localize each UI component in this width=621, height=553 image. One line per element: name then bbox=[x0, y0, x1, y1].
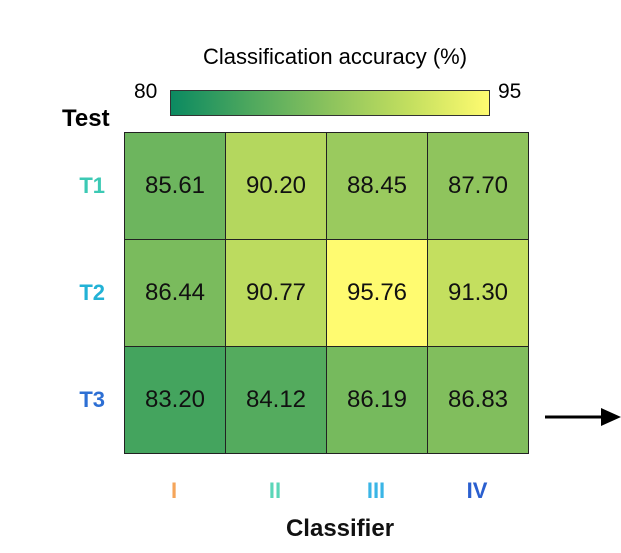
row-label: T3 bbox=[79, 386, 105, 412]
column-label: III bbox=[366, 478, 386, 503]
heatmap-cell: 90.20 bbox=[225, 132, 327, 240]
heatmap-cell: 85.61 bbox=[124, 132, 226, 240]
heatmap-cell: 86.44 bbox=[124, 239, 226, 347]
column-label: I bbox=[170, 478, 178, 503]
row-label: T1 bbox=[79, 172, 105, 198]
colorbar bbox=[170, 90, 490, 116]
colorbar-min-label: 80 bbox=[134, 80, 158, 103]
colorbar-title: Classification accuracy (%) bbox=[202, 44, 468, 69]
heatmap-cell: 83.20 bbox=[124, 346, 226, 454]
column-label: IV bbox=[466, 478, 488, 503]
y-axis-title: Test bbox=[62, 105, 110, 132]
heatmap-cell: 91.30 bbox=[427, 239, 529, 347]
heatmap-cell: 88.45 bbox=[326, 132, 428, 240]
heatmap-cell: 87.70 bbox=[427, 132, 529, 240]
heatmap-cell: 84.12 bbox=[225, 346, 327, 454]
colorbar-max-label: 95 bbox=[498, 80, 522, 103]
right-arrow-icon bbox=[545, 408, 621, 426]
heatmap-cell: 86.19 bbox=[326, 346, 428, 454]
column-label: II bbox=[268, 478, 282, 503]
heatmap-cell: 86.83 bbox=[427, 346, 529, 454]
row-label: T2 bbox=[79, 279, 105, 305]
heatmap-grid: 85.61 90.20 88.45 87.70 86.44 90.77 95.76 91.30… bbox=[124, 132, 529, 454]
heatmap-cell: 95.76 bbox=[326, 239, 428, 347]
heatmap-cell: 90.77 bbox=[225, 239, 327, 347]
x-axis-title: Classifier bbox=[285, 515, 395, 542]
